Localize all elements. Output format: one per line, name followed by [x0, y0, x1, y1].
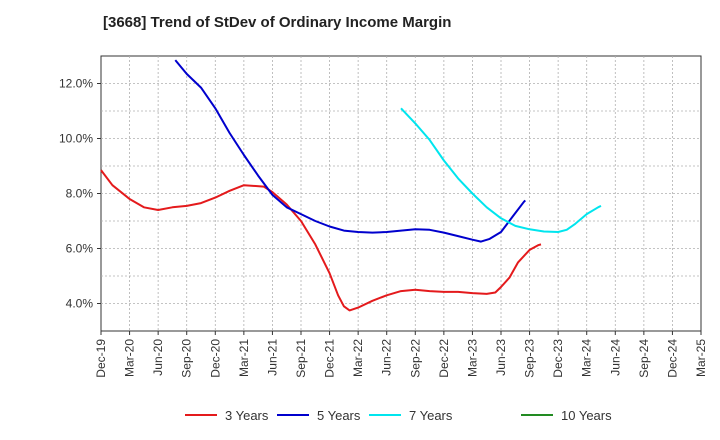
legend: 3 Years 5 Years 7 Years 10 Years [185, 408, 612, 423]
y-tick-label: 8.0% [66, 187, 94, 201]
y-tick-label: 12.0% [59, 77, 93, 91]
x-tick-label: Jun-24 [608, 339, 622, 376]
x-tick-label: Sep-23 [523, 339, 537, 378]
x-tick-label: Jun-20 [151, 339, 165, 376]
legend-label: 3 Years [225, 408, 269, 423]
series-line-7-years [400, 107, 602, 233]
x-axis: Dec-19 Mar-20 Jun-20 Sep-20 Dec-20 Mar-21 Jun-… [94, 331, 708, 378]
x-tick-label: Mar-23 [465, 339, 479, 377]
x-tick-label: Jun-21 [265, 339, 279, 376]
x-tick-label: Mar-25 [694, 339, 708, 377]
grid-layer [101, 56, 701, 331]
x-tick-label: Jun-23 [494, 339, 508, 376]
x-tick-label: Dec-21 [323, 339, 337, 378]
x-tick-label: Dec-23 [551, 339, 565, 378]
y-tick-label: 10.0% [59, 132, 93, 146]
x-tick-label: Dec-22 [437, 339, 451, 378]
x-tick-label: Jun-22 [380, 339, 394, 376]
x-tick-label: Mar-24 [580, 339, 594, 377]
series-line-3-years [100, 169, 542, 312]
legend-label: 5 Years [317, 408, 361, 423]
x-tick-label: Dec-24 [665, 339, 679, 378]
x-tick-label: Sep-20 [180, 339, 194, 378]
x-tick-label: Dec-20 [208, 339, 222, 378]
chart-title: [3668] Trend of StDev of Ordinary Income… [103, 14, 452, 31]
legend-label: 7 Years [409, 408, 453, 423]
x-tick-label: Mar-21 [237, 339, 251, 377]
series-layer [100, 59, 602, 312]
x-tick-label: Mar-22 [351, 339, 365, 377]
y-axis: 4.0% 6.0% 8.0% 10.0% 12.0% [59, 77, 101, 311]
y-tick-label: 4.0% [66, 297, 94, 311]
x-tick-label: Sep-22 [408, 339, 422, 378]
x-tick-label: Mar-20 [123, 339, 137, 377]
y-tick-label: 6.0% [66, 242, 94, 256]
legend-label: 10 Years [561, 408, 612, 423]
x-tick-label: Sep-21 [294, 339, 308, 378]
x-tick-label: Sep-24 [637, 339, 651, 378]
x-tick-label: Dec-19 [94, 339, 108, 378]
series-line-5-years [174, 59, 527, 243]
